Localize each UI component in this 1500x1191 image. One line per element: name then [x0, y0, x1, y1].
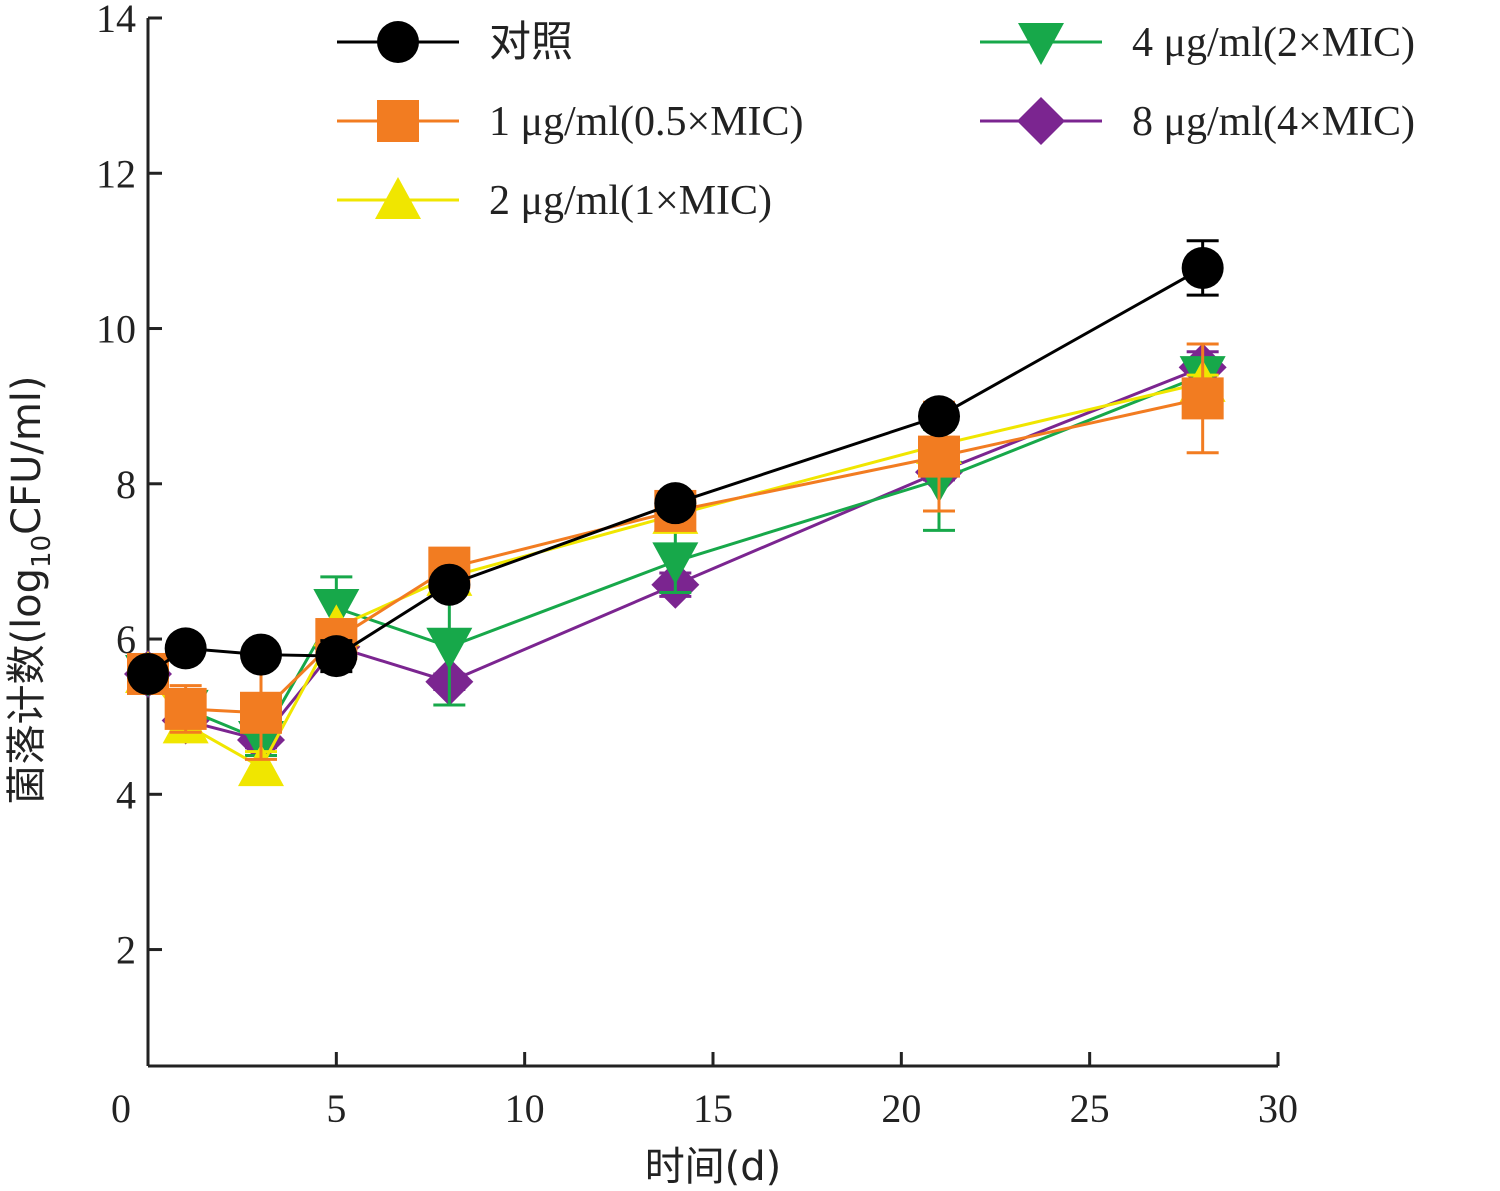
y-tick-label: 8 — [116, 462, 136, 507]
legend-label: 对照 — [489, 20, 573, 66]
axes: 0 5 10 15 20 25 30 2 4 6 8 10 12 14 — [96, 0, 1298, 1131]
data-point — [1181, 377, 1224, 420]
x-axis-title: 时间(d) — [645, 1144, 782, 1190]
legend-item-1: 1 μg/ml(0.5×MIC) — [337, 99, 804, 145]
data-point — [426, 627, 473, 670]
data-point — [315, 635, 358, 678]
y-axis-title: 菌落计数(log10CFU/ml) — [4, 375, 57, 804]
legend-label: 2 μg/ml(1×MIC) — [489, 178, 772, 224]
data-point — [1181, 246, 1224, 289]
legend-marker — [1017, 97, 1065, 145]
y-tick-label: 10 — [96, 307, 136, 352]
legend-marker — [375, 177, 421, 219]
legend-item-4: 8 μg/ml(4×MIC) — [980, 97, 1415, 145]
data-point — [652, 542, 699, 585]
x-tick-label: 0 — [111, 1086, 131, 1131]
y-axis-title-tail: CFU/ml) — [4, 375, 50, 534]
data-point — [918, 395, 960, 438]
y-tick-label: 14 — [96, 0, 136, 41]
legend-item-3: 4 μg/ml(2×MIC) — [980, 20, 1415, 66]
legend: 对照 1 μg/ml(0.5×MIC) 2 μg/ml(1×MIC) 4 μg/ml(… — [337, 20, 1415, 224]
legend-item-0: 对照 — [337, 20, 573, 66]
data-point — [428, 563, 471, 606]
y-tick-label: 12 — [96, 151, 136, 196]
series-line — [147, 266, 1204, 676]
x-tick-label: 5 — [326, 1086, 346, 1131]
x-tick-label: 25 — [1070, 1086, 1110, 1131]
x-tick-label: 20 — [881, 1086, 921, 1131]
legend-marker — [1018, 23, 1064, 65]
x-tick-label: 30 — [1258, 1086, 1298, 1131]
y-tick-label: 2 — [116, 928, 136, 973]
data-point — [238, 744, 284, 787]
x-tick-label: 10 — [505, 1086, 545, 1131]
legend-label: 1 μg/ml(0.5×MIC) — [489, 99, 804, 145]
data-point — [127, 652, 169, 695]
data-point — [918, 435, 960, 478]
data-point — [164, 687, 207, 730]
legend-item-2: 2 μg/ml(1×MIC) — [337, 177, 772, 224]
legend-marker — [377, 21, 419, 63]
y-tick-label: 4 — [116, 772, 136, 817]
y-tick-label: 6 — [116, 617, 136, 662]
data-point — [164, 627, 207, 670]
y-axis-title-main: 菌落计数(log — [4, 568, 50, 805]
series-layer — [124, 239, 1227, 787]
legend-marker — [377, 100, 419, 142]
legend-label: 4 μg/ml(2×MIC) — [1132, 20, 1415, 66]
legend-label: 8 μg/ml(4×MIC) — [1132, 99, 1415, 145]
y-axis-title-sub: 10 — [27, 535, 57, 568]
data-point — [240, 633, 282, 676]
data-point — [240, 691, 282, 734]
x-tick-label: 15 — [693, 1086, 733, 1131]
series-0 — [127, 239, 1224, 695]
data-point — [654, 482, 697, 525]
